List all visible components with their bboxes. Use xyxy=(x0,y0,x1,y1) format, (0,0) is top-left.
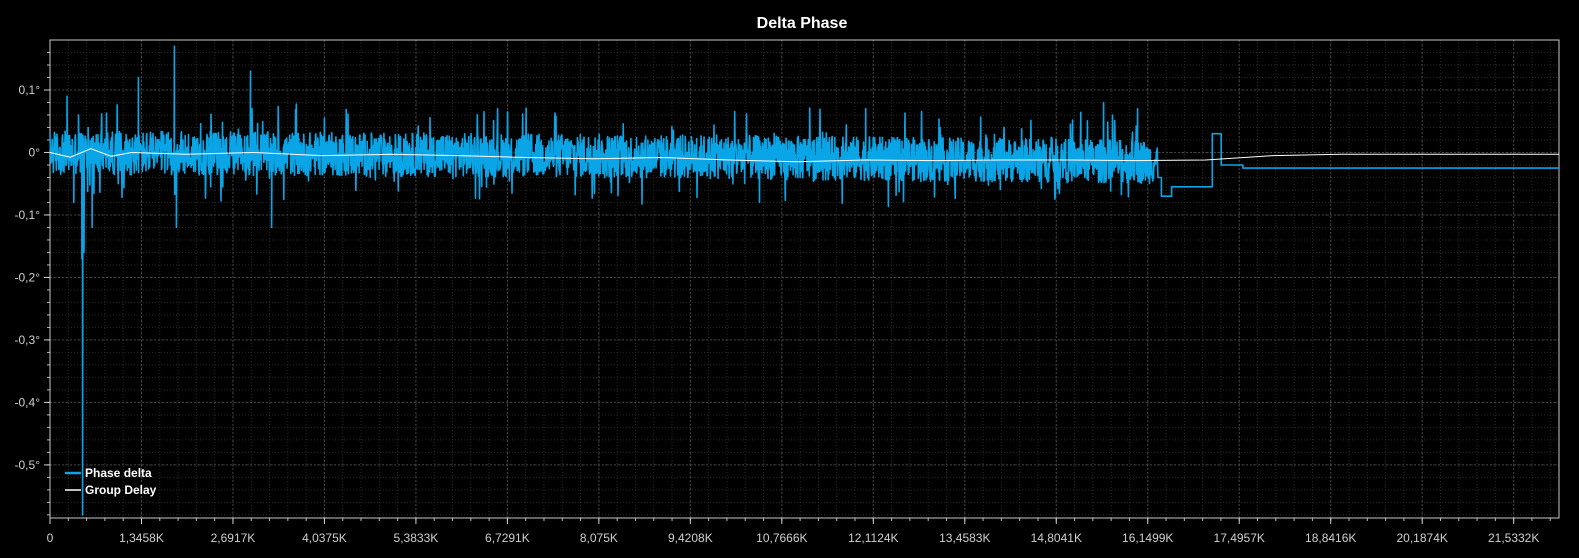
legend-label: Group Delay xyxy=(85,483,157,497)
y-axis-labels: 0,1° 0° -0,1° -0,2° -0,3° -0,4° -0,5° xyxy=(15,83,41,472)
x-tick-label: 6,7291K xyxy=(485,531,530,545)
x-tick-label: 14,8041K xyxy=(1031,531,1082,545)
x-tick-label: 1,3458K xyxy=(119,531,164,545)
x-tick-label: 4,0375K xyxy=(302,531,347,545)
group-delay-line xyxy=(49,148,1559,163)
y-tick-label: -0,5° xyxy=(15,458,41,472)
x-tick-label: 2,6917K xyxy=(211,531,256,545)
x-tick-label: 8,075K xyxy=(580,531,618,545)
legend-item[interactable]: Group Delay xyxy=(65,483,157,497)
x-tick-label: 12,1124K xyxy=(848,531,899,545)
axis-ticks xyxy=(44,51,1551,524)
x-tick-label: 9,4208K xyxy=(668,531,713,545)
legend-item[interactable]: Phase delta xyxy=(65,466,152,480)
x-tick-label: 21,5332K xyxy=(1488,531,1539,545)
y-tick-label: -0,3° xyxy=(15,333,41,347)
y-tick-label: -0,4° xyxy=(15,395,41,409)
series-layer xyxy=(49,45,1559,516)
y-tick-label: -0,2° xyxy=(15,270,41,284)
x-tick-label: 10,7666K xyxy=(756,531,807,545)
x-tick-label: 13,4583K xyxy=(939,531,990,545)
x-axis-labels: 0 1,3458K 2,6917K 4,0375K 5,3833K 6,7291K 8,07… xyxy=(47,531,1540,545)
x-tick-label: 16,1499K xyxy=(1122,531,1173,545)
y-tick-label: 0° xyxy=(29,145,41,159)
x-tick-label: 17,4957K xyxy=(1214,531,1265,545)
y-tick-label: 0,1° xyxy=(19,83,41,97)
x-tick-label: 20,1874K xyxy=(1397,531,1448,545)
x-tick-label: 18,8416K xyxy=(1305,531,1356,545)
legend-label: Phase delta xyxy=(85,466,152,480)
x-tick-label: 5,3833K xyxy=(394,531,439,545)
y-tick-label: -0,1° xyxy=(15,208,41,222)
chart-title: Delta Phase xyxy=(757,15,848,32)
x-tick-label: 0 xyxy=(47,531,54,545)
plot-frame xyxy=(49,39,1560,519)
major-grid xyxy=(49,40,1559,518)
legend[interactable]: Phase delta Group Delay xyxy=(65,466,157,497)
phase-delta-line xyxy=(49,45,1559,516)
